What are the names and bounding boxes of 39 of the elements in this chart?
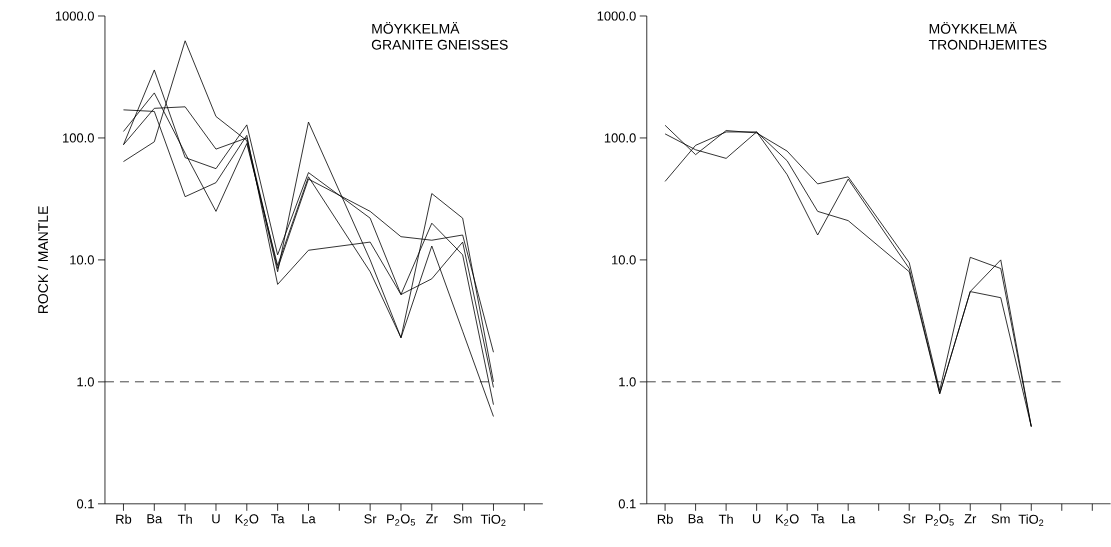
- chart-title: MÖYKKELMÄ: [372, 22, 460, 34]
- x-tick-label: Th: [177, 514, 192, 524]
- x-tick-label: La: [302, 514, 316, 524]
- x-tick-label: Sm: [991, 514, 1010, 524]
- x-tick-label: Ba: [688, 514, 704, 524]
- x-tick-label: Rb: [116, 514, 132, 524]
- y-tick-label: 0.1: [618, 499, 636, 509]
- x-tick-label: Ta: [811, 514, 825, 524]
- y-tick-label: 10.0: [70, 255, 94, 265]
- x-tick-label: Zr: [964, 514, 977, 524]
- x-tick-label: Ba: [147, 514, 163, 524]
- x-tick-label: P$_{2}$O$_{5}$: [387, 514, 415, 526]
- x-tick-label: U: [212, 514, 220, 524]
- y-tick-label: 1.0: [619, 377, 636, 387]
- y-tick-label: 1000.0: [55, 11, 94, 21]
- x-tick-label: La: [842, 514, 856, 524]
- y-tick-label: 100.0: [604, 133, 636, 143]
- x-tick-label: TiO$_{2}$: [480, 514, 506, 527]
- text: TRONDHJEMITES: [928, 39, 1047, 50]
- x-tick-label: P$_{2}$O$_{5}$: [925, 514, 954, 526]
- x-tick-label: K$_{2}$O: [235, 514, 259, 526]
- x-tick-label: Zr: [426, 514, 438, 524]
- y-tick-label: 10.0: [612, 255, 636, 265]
- y-tick-label: 0.1: [76, 499, 94, 509]
- x-tick-label: U: [752, 514, 761, 524]
- x-tick-label: Th: [718, 514, 733, 524]
- x-tick-label: Rb: [657, 514, 673, 524]
- text: GRANITE GNEISSES: [371, 39, 508, 50]
- y-tick-label: 100.0: [63, 133, 94, 143]
- x-tick-label: K$_{2}$O: [776, 514, 799, 526]
- x-tick-label: Sr: [903, 514, 916, 524]
- y-axis-title: ROCK / MANTLE: [37, 206, 49, 314]
- x-tick-label: TiO$_{2}$: [1018, 514, 1044, 527]
- x-tick-label: Ta: [271, 514, 285, 524]
- y-tick-label: 1000.0: [597, 11, 636, 21]
- chart-title: MÖYKKELMÄ: [929, 22, 1017, 34]
- y-tick-label: 1.0: [77, 377, 94, 387]
- x-tick-label: Sr: [364, 514, 377, 524]
- x-tick-label: Sm: [453, 514, 472, 524]
